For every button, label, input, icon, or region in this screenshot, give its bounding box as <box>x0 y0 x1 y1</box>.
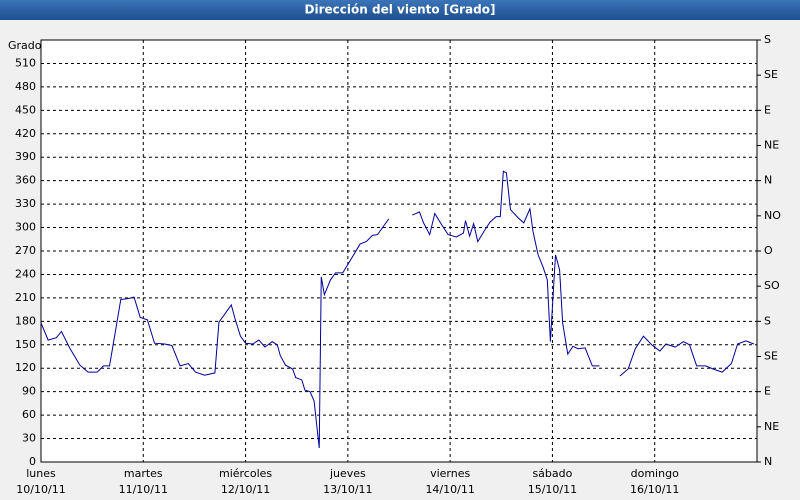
data-line <box>619 335 755 377</box>
y-tick-label: 60 <box>22 408 36 421</box>
y-tick-label: 480 <box>15 80 36 93</box>
x-tick-label: martes <box>124 467 163 480</box>
chart-title: Dirección del viento [Grado] <box>305 3 496 17</box>
y2-tick-label: E <box>764 103 771 116</box>
y2-tick-label: SE <box>764 68 778 81</box>
y2-tick-label: O <box>764 244 773 257</box>
y2-tick-label: NE <box>764 420 779 433</box>
data-line <box>40 218 390 448</box>
y-tick-label: 90 <box>22 385 36 398</box>
y-tick-label: 210 <box>15 291 36 304</box>
y2-tick-label: S <box>764 314 771 327</box>
y-tick-label: 450 <box>15 103 36 116</box>
y2-tick-label: S <box>764 33 771 46</box>
x-tick-date: 10/10/11 <box>16 483 65 496</box>
x-tick-date: 15/10/11 <box>528 483 577 496</box>
y2-tick-label: SO <box>764 279 780 292</box>
y-axis-label: Grado <box>8 39 42 52</box>
y-tick-label: 360 <box>15 174 36 187</box>
x-tick-label: viernes <box>430 467 470 480</box>
y2-tick-label: N <box>764 455 772 468</box>
y-tick-label: 120 <box>15 361 36 374</box>
x-tick-date: 16/10/11 <box>630 483 679 496</box>
y-tick-label: 300 <box>15 221 36 234</box>
y-tick-label: 180 <box>15 314 36 327</box>
x-tick-date: 14/10/11 <box>425 483 474 496</box>
y2-tick-label: E <box>764 385 771 398</box>
y-tick-label: 30 <box>22 432 36 445</box>
x-tick-label: sábado <box>532 467 572 480</box>
x-tick-date: 13/10/11 <box>323 483 372 496</box>
data-line <box>412 170 600 367</box>
x-tick-label: jueves <box>329 467 366 480</box>
y-tick-label: 240 <box>15 267 36 280</box>
x-tick-label: lunes <box>26 467 56 480</box>
y2-tick-label: NE <box>764 139 779 152</box>
x-tick-label: miércoles <box>219 467 272 480</box>
y-tick-label: 0 <box>29 455 36 468</box>
x-tick-label: domingo <box>631 467 679 480</box>
x-tick-date: 11/10/11 <box>119 483 168 496</box>
y2-tick-label: N <box>764 174 772 187</box>
header-bar <box>0 0 800 20</box>
y-tick-label: 510 <box>15 56 36 69</box>
y-tick-label: 390 <box>15 150 36 163</box>
y2-tick-label: NO <box>764 209 781 222</box>
x-tick-date: 12/10/11 <box>221 483 270 496</box>
y-tick-label: 150 <box>15 338 36 351</box>
y-tick-label: 420 <box>15 127 36 140</box>
y2-tick-label: SE <box>764 350 778 363</box>
y-tick-label: 270 <box>15 244 36 257</box>
y-tick-label: 330 <box>15 197 36 210</box>
